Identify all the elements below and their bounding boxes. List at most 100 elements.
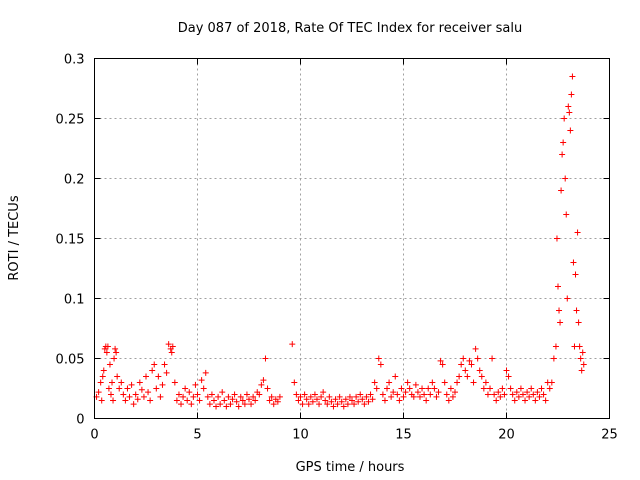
data-point (215, 393, 222, 400)
plot-frame (94, 58, 610, 419)
data-point (221, 397, 228, 404)
data-point (511, 397, 518, 404)
data-point (248, 401, 255, 408)
data-point (155, 373, 162, 380)
data-point (184, 397, 191, 404)
data-point (256, 391, 263, 398)
data-point (555, 283, 561, 290)
data-point (202, 369, 209, 376)
data-point (392, 373, 399, 380)
data-point (576, 343, 583, 350)
data-point (109, 379, 116, 386)
data-point (361, 401, 368, 408)
data-point (122, 397, 129, 404)
data-point (276, 393, 283, 400)
chart-title: Day 087 of 2018, Rate Of TEC Index for r… (178, 21, 523, 36)
y-tick-labels: 0 0.05 0.1 0.15 0.2 0.25 0.3 (56, 53, 85, 428)
data-point (466, 357, 473, 364)
data-point (497, 393, 504, 400)
data-point (97, 379, 104, 386)
data-point (110, 397, 117, 404)
y-tick-label: 0.05 (56, 353, 85, 368)
data-point (573, 307, 580, 314)
data-point (233, 398, 240, 405)
data-point (410, 393, 417, 400)
data-point (239, 397, 246, 404)
data-point (103, 349, 110, 356)
data-point (517, 385, 524, 392)
data-point (580, 361, 587, 368)
data-point (140, 393, 147, 400)
x-tick-label: 20 (498, 428, 515, 443)
data-point (562, 175, 569, 182)
data-point (260, 377, 267, 384)
data-point (118, 379, 125, 386)
data-point (266, 397, 273, 404)
data-point (100, 367, 107, 374)
data-point (316, 401, 323, 408)
data-point (250, 393, 257, 400)
data-point (105, 385, 112, 392)
data-point (173, 397, 180, 404)
data-point (509, 391, 516, 398)
data-point (128, 381, 135, 388)
data-point (299, 401, 306, 408)
data-point (114, 373, 121, 380)
data-point (373, 385, 380, 392)
data-point (558, 187, 565, 194)
data-point (536, 393, 543, 400)
data-point (328, 398, 335, 405)
axis-ticks (94, 58, 610, 419)
data-point (566, 109, 573, 116)
data-point (569, 73, 576, 80)
data-points (93, 73, 587, 410)
data-point (175, 391, 182, 398)
data-point (309, 398, 316, 405)
data-point (305, 401, 312, 408)
data-point (359, 396, 366, 403)
data-point (336, 393, 343, 400)
y-tick-label: 0.3 (64, 53, 85, 68)
data-point (99, 373, 106, 380)
data-point (322, 397, 329, 404)
data-point (443, 391, 450, 398)
data-point (507, 385, 514, 392)
data-point (182, 385, 189, 392)
data-point (225, 393, 232, 400)
data-point (307, 393, 314, 400)
data-point (524, 389, 531, 396)
data-point (252, 397, 259, 404)
data-point (423, 397, 430, 404)
data-point (120, 391, 127, 398)
data-point (246, 396, 252, 403)
data-point (153, 385, 160, 392)
data-point (553, 235, 560, 242)
data-point (293, 391, 300, 398)
data-point (480, 385, 487, 392)
data-point (447, 385, 454, 392)
data-point (369, 396, 376, 403)
data-point (106, 361, 113, 368)
data-point (449, 393, 456, 400)
x-tick-label: 25 (601, 428, 618, 443)
data-point (104, 343, 111, 350)
data-point (563, 211, 570, 218)
data-point (274, 398, 281, 405)
data-point (124, 385, 131, 392)
data-point (344, 401, 351, 408)
data-point (505, 373, 512, 380)
data-point (301, 391, 308, 398)
data-point (346, 393, 353, 400)
data-point (528, 385, 535, 392)
data-point (398, 385, 405, 392)
data-point (431, 385, 438, 392)
data-point (136, 379, 143, 386)
data-point (487, 385, 494, 392)
data-point (556, 307, 563, 314)
data-point (534, 389, 541, 396)
data-point (313, 396, 320, 403)
data-point (243, 391, 250, 398)
data-point (180, 393, 187, 400)
data-point (330, 403, 337, 410)
data-point (297, 393, 304, 400)
